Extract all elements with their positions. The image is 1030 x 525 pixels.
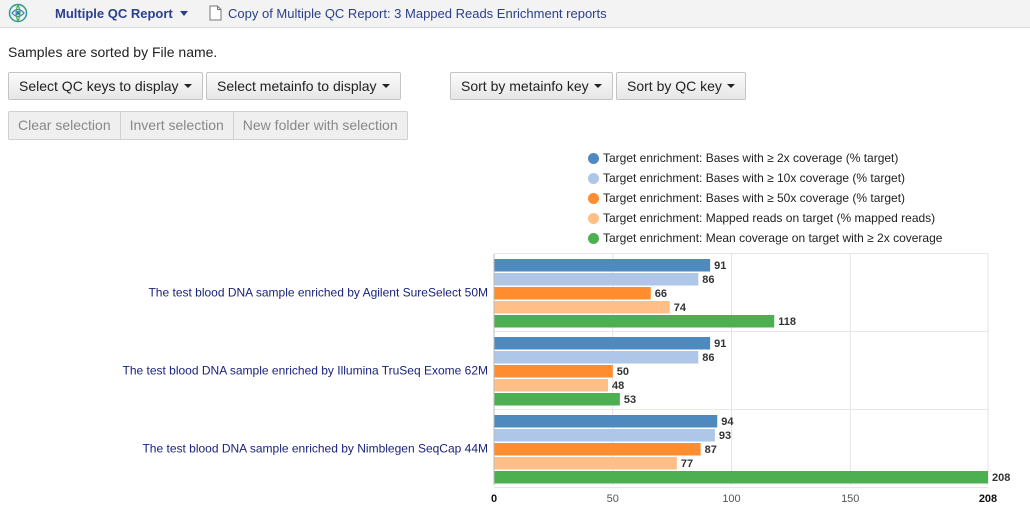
legend-marker-icon — [588, 152, 599, 164]
top-bar: Multiple QC Report Copy of Multiple QC R… — [0, 0, 1030, 28]
data-label: 93 — [719, 430, 731, 442]
data-label: 208 — [992, 472, 1010, 484]
data-label: 91 — [714, 260, 726, 272]
data-label: 74 — [674, 302, 687, 314]
new-folder-button[interactable]: New folder with selection — [242, 117, 398, 133]
sort-by-qc-label: Sort by QC key — [627, 78, 722, 94]
caret-down-icon — [593, 84, 602, 88]
legend-marker-icon — [588, 172, 599, 184]
x-tick-label: 0 — [491, 493, 497, 505]
bar — [494, 429, 715, 442]
data-label: 77 — [681, 458, 693, 470]
sort-info-text: Samples are sorted by File name. — [8, 44, 218, 60]
legend-marker-icon — [588, 232, 599, 244]
report-type-menu[interactable]: Multiple QC Report — [55, 6, 188, 21]
bar — [494, 337, 711, 350]
bar — [494, 415, 718, 428]
legend-item[interactable]: Target enrichment: Mean coverage on targ… — [588, 228, 942, 248]
bar — [494, 379, 608, 392]
sample-label[interactable]: The test blood DNA sample enriched by Ni… — [142, 442, 488, 456]
data-label: 53 — [624, 394, 636, 406]
legend-marker-icon — [588, 192, 599, 204]
data-label: 86 — [702, 352, 714, 364]
bar — [494, 457, 677, 470]
chevron-down-icon — [179, 11, 188, 16]
sort-by-metainfo-label: Sort by metainfo key — [461, 78, 589, 94]
invert-selection-button[interactable]: Invert selection — [121, 112, 234, 139]
x-tick-label: 100 — [722, 493, 740, 505]
bar — [494, 259, 711, 272]
legend-label: Target enrichment: Bases with ≥ 10x cove… — [603, 171, 906, 185]
legend-label: Target enrichment: Mapped reads on targe… — [603, 211, 936, 225]
sort-by-qc-button[interactable]: Sort by QC key — [616, 72, 746, 100]
legend-label: Target enrichment: Mean coverage on targ… — [603, 231, 943, 245]
legend-item[interactable]: Target enrichment: Mapped reads on targe… — [588, 208, 942, 228]
bar — [494, 351, 699, 364]
data-label: 87 — [705, 444, 717, 456]
x-tick-label: 50 — [607, 493, 619, 505]
select-qc-keys-label: Select QC keys to display — [19, 78, 179, 94]
bar — [494, 315, 775, 328]
legend-marker-icon — [588, 212, 599, 224]
bar — [494, 287, 651, 300]
bar — [494, 471, 988, 484]
data-label: 94 — [721, 416, 734, 428]
bar — [494, 301, 670, 314]
sample-label[interactable]: The test blood DNA sample enriched by Il… — [122, 364, 488, 378]
data-label: 66 — [655, 288, 667, 300]
data-label: 48 — [612, 380, 624, 392]
select-metainfo-label: Select metainfo to display — [217, 78, 377, 94]
document-icon — [209, 5, 222, 21]
select-metainfo-button[interactable]: Select metainfo to display — [206, 72, 401, 100]
caret-down-icon — [381, 84, 390, 88]
bar — [494, 393, 620, 406]
bar — [494, 443, 701, 456]
chart-legend: Target enrichment: Bases with ≥ 2x cover… — [588, 148, 942, 248]
data-label: 118 — [778, 316, 796, 328]
bar — [494, 273, 699, 286]
bar — [494, 365, 613, 378]
sample-label[interactable]: The test blood DNA sample enriched by Ag… — [148, 286, 488, 300]
sort-by-metainfo-button[interactable]: Sort by metainfo key — [450, 72, 613, 100]
data-label: 91 — [714, 338, 726, 350]
data-label: 86 — [702, 274, 714, 286]
selection-button-group: Clear selection Invert selection New fol… — [8, 111, 408, 140]
legend-label: Target enrichment: Bases with ≥ 50x cove… — [603, 191, 906, 205]
x-tick-label: 208 — [979, 493, 997, 505]
legend-label: Target enrichment: Bases with ≥ 2x cover… — [603, 151, 899, 165]
select-qc-keys-button[interactable]: Select QC keys to display — [8, 72, 203, 100]
report-type-label: Multiple QC Report — [55, 6, 173, 21]
caret-down-icon — [183, 84, 192, 88]
legend-item[interactable]: Target enrichment: Bases with ≥ 10x cove… — [588, 168, 942, 188]
app-logo-icon — [8, 3, 28, 23]
x-tick-label: 150 — [841, 493, 859, 505]
legend-item[interactable]: Target enrichment: Bases with ≥ 50x cove… — [588, 188, 942, 208]
data-label: 50 — [617, 366, 629, 378]
legend-item[interactable]: Target enrichment: Bases with ≥ 2x cover… — [588, 148, 942, 168]
document-title[interactable]: Copy of Multiple QC Report: 3 Mapped Rea… — [228, 6, 607, 21]
caret-down-icon — [726, 84, 735, 88]
clear-selection-button[interactable]: Clear selection — [9, 112, 121, 139]
